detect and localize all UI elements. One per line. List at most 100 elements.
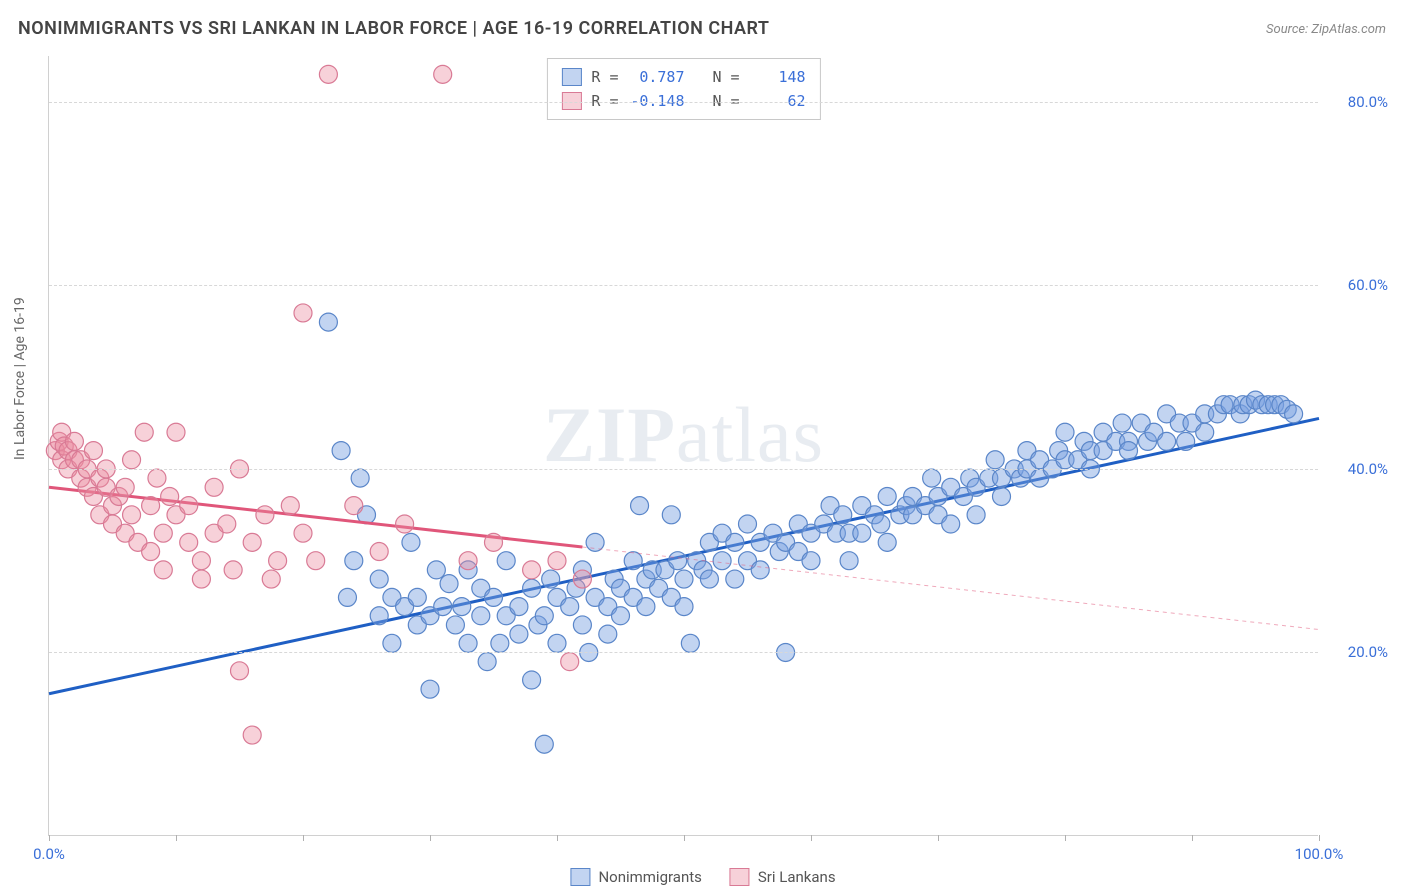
data-point [1056,423,1074,441]
data-point [669,552,687,570]
data-point [573,570,591,588]
data-point [459,552,477,570]
data-point [123,451,141,469]
data-point [116,478,134,496]
data-point [535,735,553,753]
x-tick [811,835,812,841]
data-point [142,497,160,515]
gridline [49,469,1318,470]
data-point [434,65,452,83]
data-point [332,442,350,460]
data-point [523,579,541,597]
data-point [459,634,477,652]
x-tick [176,835,177,841]
data-point [840,552,858,570]
x-tick-label: 0.0% [33,845,65,863]
legend-item-0: Nonimmigrants [570,868,701,886]
data-point [135,423,153,441]
data-point [281,497,299,515]
data-point [548,552,566,570]
y-tick-label: 20.0% [1328,643,1388,661]
data-point [751,561,769,579]
data-point [478,653,496,671]
data-point [662,506,680,524]
plot-svg [49,56,1318,835]
data-point [485,588,503,606]
x-tick-label: 100.0% [1295,845,1344,863]
data-point [1177,432,1195,450]
data-point [523,671,541,689]
data-point [383,634,401,652]
data-point [624,552,642,570]
data-point [396,515,414,533]
data-point [370,543,388,561]
data-point [542,570,560,588]
data-point [154,561,172,579]
data-point [262,570,280,588]
data-point [802,552,820,570]
data-point [872,515,890,533]
data-point [148,469,166,487]
data-point [586,533,604,551]
data-point [834,506,852,524]
data-point [878,487,896,505]
data-point [573,616,591,634]
data-point [446,616,464,634]
data-point [713,552,731,570]
x-tick [1065,835,1066,841]
data-point [535,607,553,625]
data-point [427,561,445,579]
x-tick [684,835,685,841]
data-point [338,588,356,606]
x-tick [1192,835,1193,841]
data-point [154,524,172,542]
data-point [345,497,363,515]
data-point [231,662,249,680]
x-tick [557,835,558,841]
data-point [726,533,744,551]
data-point [637,598,655,616]
data-point [510,625,528,643]
data-point [1285,405,1303,423]
data-point [294,304,312,322]
data-point [497,552,515,570]
bottom-legend: Nonimmigrants Sri Lankans [570,868,835,886]
data-point [256,506,274,524]
data-point [269,552,287,570]
data-point [307,552,325,570]
chart-container: NONIMMIGRANTS VS SRI LANKAN IN LABOR FOR… [0,0,1406,892]
data-point [180,497,198,515]
data-point [1196,423,1214,441]
data-point [967,506,985,524]
data-point [84,442,102,460]
data-point [1113,414,1131,432]
data-point [726,570,744,588]
data-point [1120,442,1138,460]
data-point [243,726,261,744]
data-point [123,506,141,524]
data-point [453,598,471,616]
data-point [510,598,528,616]
data-point [681,634,699,652]
data-point [142,543,160,561]
legend-swatch-1 [730,868,750,886]
source-attribution: Source: ZipAtlas.com [1266,22,1386,37]
data-point [408,588,426,606]
x-tick [1319,835,1320,841]
data-point [224,561,242,579]
data-point [294,524,312,542]
data-point [548,634,566,652]
data-point [370,570,388,588]
data-point [192,552,210,570]
data-point [942,515,960,533]
y-tick-label: 40.0% [1328,460,1388,478]
x-tick [303,835,304,841]
chart-title: NONIMMIGRANTS VS SRI LANKAN IN LABOR FOR… [18,18,769,39]
data-point [853,524,871,542]
data-point [612,607,630,625]
data-point [205,478,223,496]
gridline [49,285,1318,286]
data-point [402,533,420,551]
data-point [370,607,388,625]
data-point [700,570,718,588]
